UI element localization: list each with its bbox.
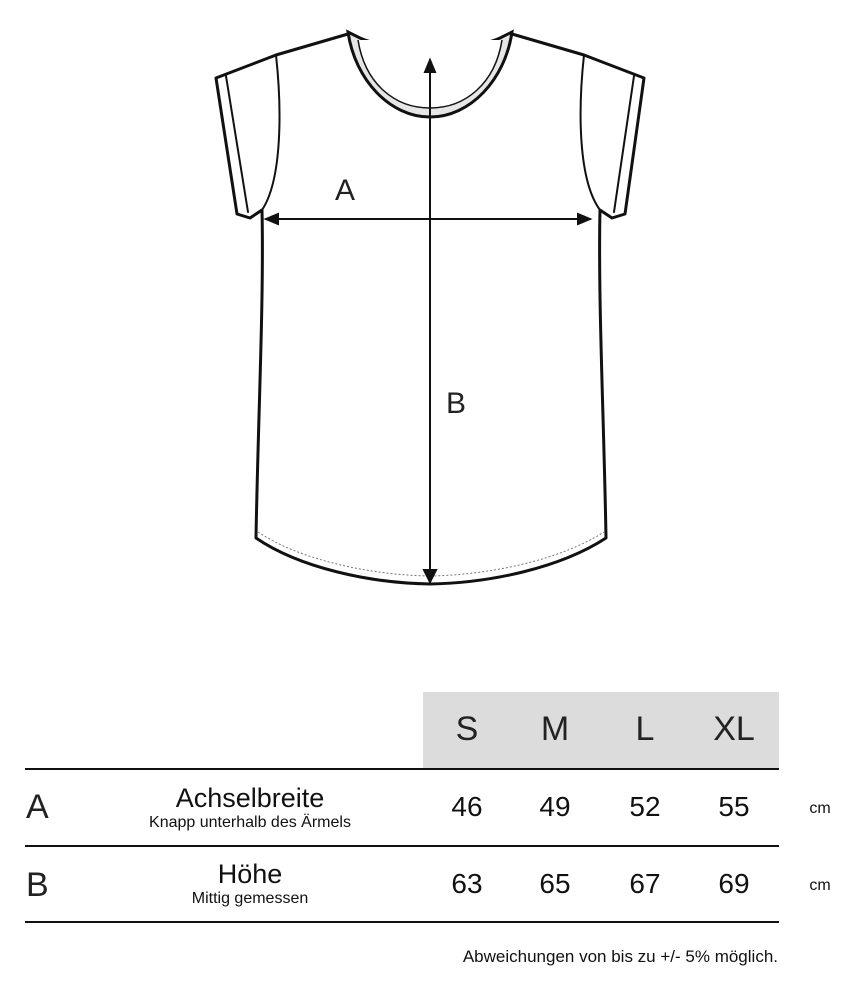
arrow-down bbox=[422, 569, 438, 585]
row-label: Höhe Mittig gemessen bbox=[110, 859, 390, 909]
size-s: S bbox=[455, 710, 479, 748]
divider bbox=[25, 845, 779, 847]
right-cuff bbox=[613, 75, 635, 213]
cell-value: 46 bbox=[451, 791, 483, 822]
label-b: B bbox=[446, 387, 466, 420]
arrow-up bbox=[423, 57, 437, 73]
divider bbox=[25, 768, 779, 770]
row-letter: A bbox=[26, 788, 49, 826]
cell-value: 55 bbox=[718, 791, 750, 822]
cell-value: 69 bbox=[718, 868, 750, 899]
size-xl: XL bbox=[713, 710, 755, 748]
hem-stitch bbox=[257, 531, 605, 577]
size-m: M bbox=[540, 710, 570, 748]
arrow-left bbox=[263, 212, 279, 226]
divider bbox=[25, 921, 779, 923]
right-sleeve-seam bbox=[579, 54, 601, 211]
cell-value: 65 bbox=[539, 868, 571, 899]
row-subtitle: Mittig gemessen bbox=[191, 890, 309, 907]
label-a: A bbox=[335, 174, 355, 207]
measure-arrows bbox=[263, 57, 593, 585]
size-header bbox=[423, 692, 779, 768]
size-l: L bbox=[635, 710, 655, 748]
row-subtitle: Knapp unterhalb des Ärmels bbox=[149, 814, 351, 831]
unit: cm bbox=[809, 877, 831, 894]
cell-value: 63 bbox=[451, 868, 483, 899]
left-cuff bbox=[225, 75, 249, 213]
cell-value: 49 bbox=[539, 791, 571, 822]
row-title: Achselbreite bbox=[175, 783, 325, 813]
arrow-right bbox=[577, 212, 593, 226]
row-letter: B bbox=[26, 866, 49, 904]
row-label: Achselbreite Knapp unterhalb des Ärmels bbox=[110, 783, 390, 833]
tolerance-note: Abweichungen von bis zu +/- 5% möglich. bbox=[462, 947, 778, 966]
left-sleeve-seam bbox=[261, 54, 281, 211]
row-title: Höhe bbox=[217, 859, 283, 889]
cell-value: 67 bbox=[629, 868, 661, 899]
unit: cm bbox=[809, 800, 831, 817]
cell-value: 52 bbox=[629, 791, 661, 822]
